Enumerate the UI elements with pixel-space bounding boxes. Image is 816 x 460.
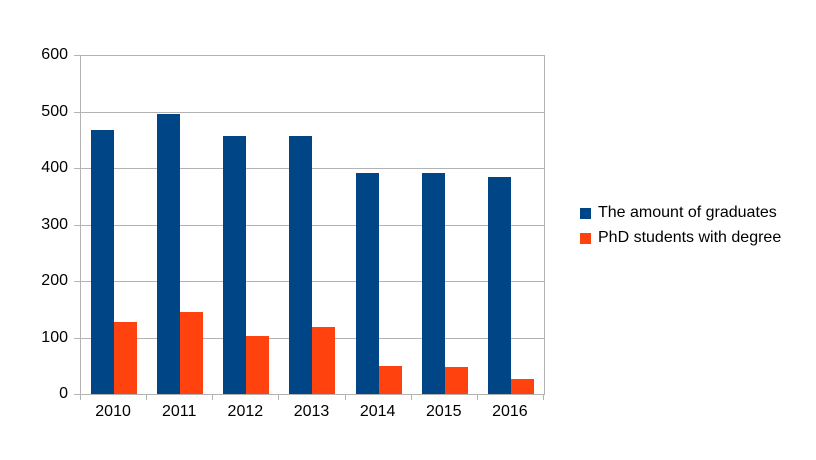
y-axis-tick [74,55,80,56]
y-axis-tick [74,337,80,339]
y-axis-tick-label: 200 [41,272,68,289]
gridline-300 [81,224,544,226]
gridline-400 [81,168,544,169]
x-axis-tick [80,395,81,400]
y-axis-tick-label: 300 [41,215,68,233]
bar-group-2016 [478,55,544,394]
legend-swatch-icon [580,207,591,219]
bar-2013-series-1 [289,135,313,394]
y-axis-tick-label: 400 [41,159,68,176]
bar-2014-series-2 [378,365,402,394]
x-axis-tick [344,395,346,400]
bar-group-2012 [213,55,279,394]
bar-2011-series-2 [180,311,204,394]
x-axis-tick [410,395,412,400]
y-axis-tick [74,281,80,282]
y-axis-tick [74,111,80,113]
bar-2013-series-2 [312,326,336,394]
x-axis-tick-label: 2015 [425,403,462,420]
x-axis-tick [543,395,544,400]
y-axis-tick [74,224,80,226]
x-axis-tick-label: 2013 [293,403,330,420]
gridline-500 [81,111,544,113]
gridline-600 [81,55,544,56]
bar-2016-series-1 [487,177,511,394]
y-axis-tick [74,394,80,395]
y-axis-tick-label: 600 [41,46,68,63]
x-axis-tick-label: 2016 [492,403,528,420]
bar-group-2014 [346,55,412,394]
x-axis-tick-label: 2012 [227,403,264,420]
plot-area [80,55,545,395]
x-axis-tick [146,395,148,400]
y-axis-tick-label: 500 [41,102,68,120]
bar-2016-series-2 [510,378,534,394]
legend: The amount of graduates PhD students with… [580,203,781,253]
y-axis-tick-label: 0 [59,385,68,402]
bar-2014-series-1 [355,173,379,394]
legend-item-label: The amount of graduates [598,204,777,221]
x-axis-tick-label: 2010 [95,403,131,420]
legend-item-label: PhD students with degree [598,229,782,246]
gridline-200 [81,281,544,282]
bar-2011-series-1 [157,114,181,394]
legend-swatch-icon [580,232,591,244]
bar-2010-series-1 [91,130,115,394]
x-axis-tick [212,395,214,400]
bar-2012-series-2 [246,336,270,394]
legend-item-2: PhD students with degree [580,228,781,248]
legend-item-1: The amount of graduates [580,203,781,223]
bar-group-2015 [412,55,478,394]
bar-group-2013 [279,55,345,394]
bar-2010-series-2 [114,322,138,394]
x-axis-tick [278,395,280,400]
bar-2015-series-1 [421,173,445,394]
x-axis-tick-label: 2014 [359,403,396,420]
y-axis-tick-label: 100 [41,328,68,346]
bar-group-2010 [81,55,147,394]
x-axis-tick-label: 2011 [162,403,197,420]
bar-2015-series-2 [444,366,468,394]
bar-2012-series-1 [223,135,247,394]
bar-group-2011 [147,55,213,394]
y-axis-tick [74,168,80,169]
x-axis-tick [476,395,478,400]
